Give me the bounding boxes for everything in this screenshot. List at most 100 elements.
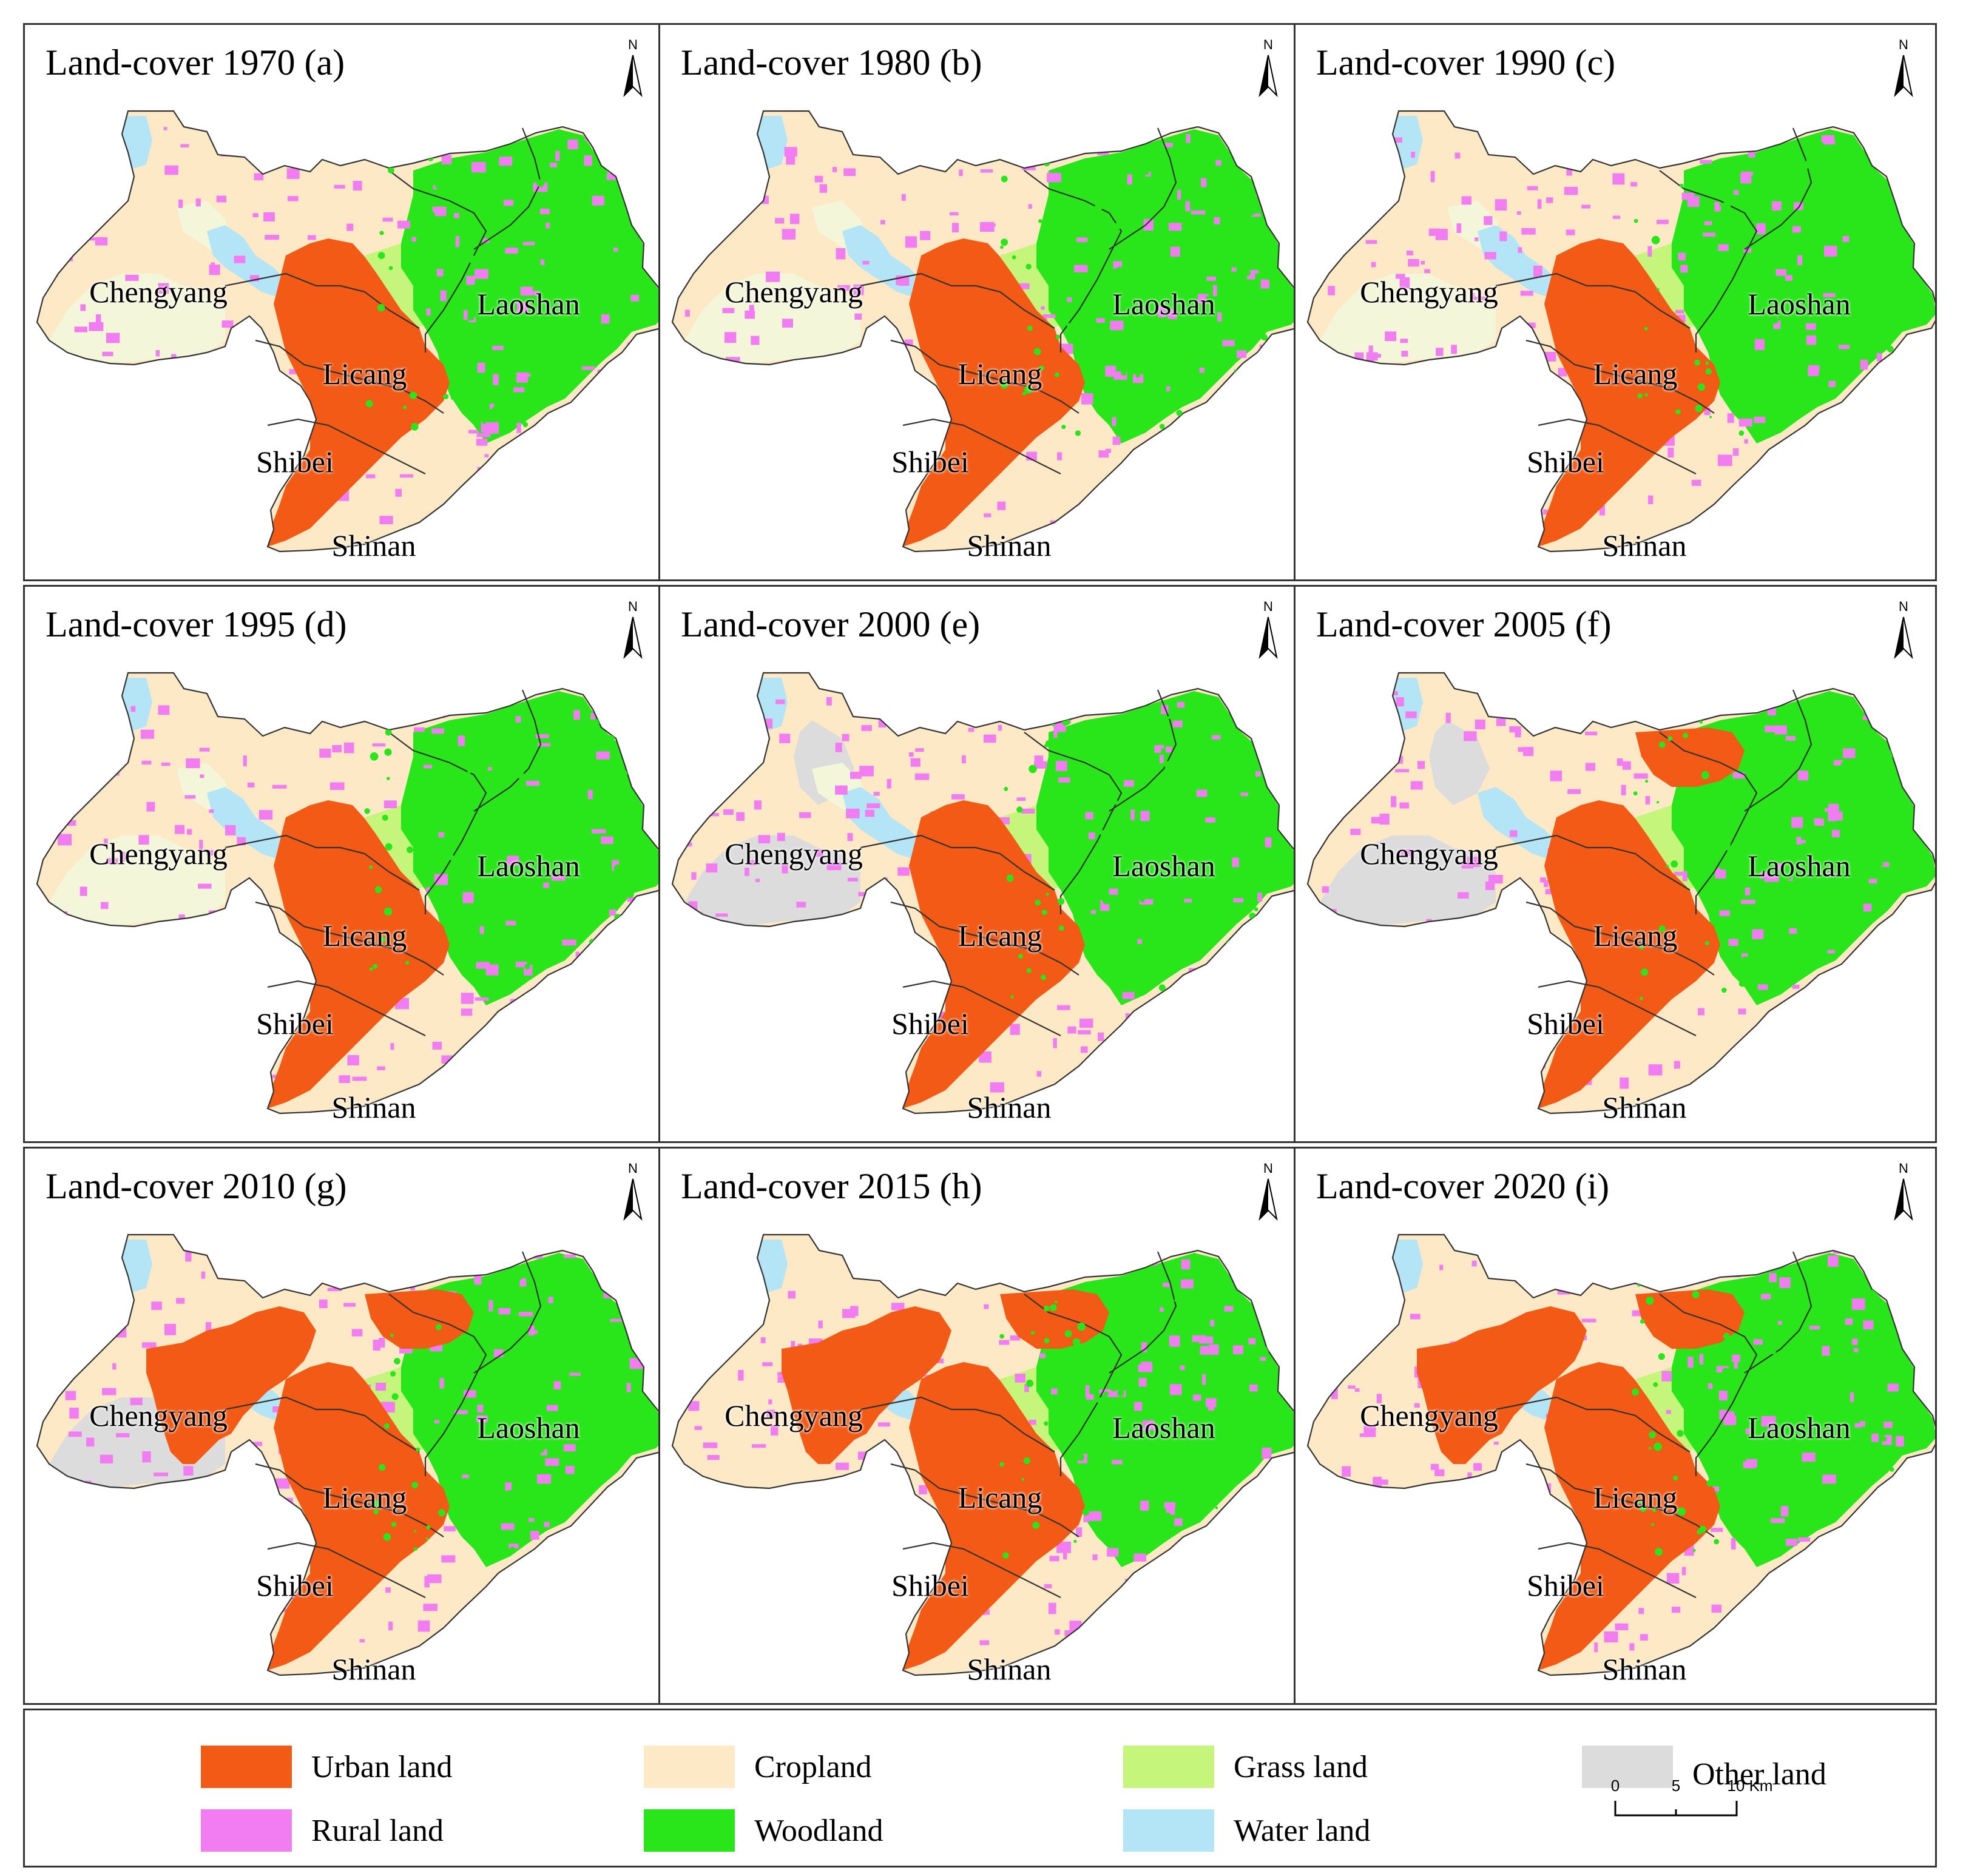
panel-title: Land-cover 1980 (b) xyxy=(681,42,982,83)
district-label-chengyang: Chengyang xyxy=(89,275,228,309)
land-cover-map xyxy=(1306,672,1935,1115)
panel-title: Land-cover 1990 (c) xyxy=(1316,42,1616,83)
woodland-area xyxy=(401,691,664,1005)
north-label: N xyxy=(1899,37,1908,52)
map-panel: Land-cover 2005 (f) N Chengyang Laoshan Lic… xyxy=(1294,585,1937,1143)
land-cover-map xyxy=(671,1233,1300,1676)
district-boundaries xyxy=(1495,689,1812,1036)
land-cover-map xyxy=(1306,1233,1935,1676)
district-label-chengyang: Chengyang xyxy=(1360,1399,1498,1432)
district-boundaries xyxy=(860,127,1177,474)
district-label-licang: Licang xyxy=(1593,1480,1678,1514)
map-panel: Land-cover 2015 (h) N Chengyang Laoshan Lic… xyxy=(658,1147,1302,1705)
north-label: N xyxy=(628,37,638,52)
other-land-area xyxy=(684,835,860,925)
legend-swatch-grass xyxy=(1123,1746,1214,1788)
urban-north xyxy=(1000,1289,1109,1349)
north-arrow-icon: N xyxy=(1890,599,1917,672)
map-panel: Land-cover 1970 (a) N Chengyang Laoshan Lic… xyxy=(23,23,666,581)
woodland-area xyxy=(1036,691,1300,1005)
map-panel: Land-cover 2000 (e) N Chengyang Laoshan Lic… xyxy=(658,585,1302,1143)
district-label-chengyang: Chengyang xyxy=(1360,837,1498,871)
scale-tick-0: 0 xyxy=(1610,1776,1620,1795)
legend-label-cropland: Cropland xyxy=(754,1750,872,1784)
north-arrow-icon: N xyxy=(1255,37,1282,110)
district-label-shibei: Shibei xyxy=(1527,1568,1604,1602)
north-label: N xyxy=(1263,599,1273,614)
other-land-area xyxy=(1320,835,1496,925)
woodland-area xyxy=(1672,1253,1935,1567)
district-label-shinan: Shinan xyxy=(967,1652,1052,1686)
district-boundaries xyxy=(860,689,1177,1036)
district-label-chengyang: Chengyang xyxy=(725,837,863,871)
map-panel: Land-cover 2020 (i) N Chengyang Laoshan Lic… xyxy=(1294,1147,1937,1705)
panel-title: Land-cover 2015 (h) xyxy=(681,1166,982,1206)
legend: Urban land Rural land Cropland Woodland … xyxy=(23,1709,1937,1868)
district-label-shinan: Shinan xyxy=(1602,528,1687,562)
district-label-licang: Licang xyxy=(958,357,1042,391)
district-label-shibei: Shibei xyxy=(891,1568,969,1602)
district-boundaries xyxy=(1495,1251,1812,1598)
legend-label-grass: Grass land xyxy=(1234,1750,1368,1784)
urban-west xyxy=(782,1306,951,1464)
district-label-laoshan: Laoshan xyxy=(1112,1411,1215,1445)
north-arrow-icon: N xyxy=(620,599,646,672)
legend-swatch-other xyxy=(1582,1746,1673,1788)
district-label-chengyang: Chengyang xyxy=(89,1399,228,1432)
region-outline xyxy=(671,110,1300,553)
reclaimed-area xyxy=(49,274,225,363)
district-boundaries xyxy=(225,1251,542,1598)
north-label: N xyxy=(1899,599,1908,614)
water-bay xyxy=(1478,225,1556,298)
district-label-laoshan: Laoshan xyxy=(1748,1411,1851,1445)
reclaimed-area xyxy=(49,835,225,925)
district-label-shibei: Shibei xyxy=(256,1007,334,1041)
land-cover-map xyxy=(36,110,664,553)
scale-bar-line xyxy=(1614,1801,1738,1817)
figure: Land-cover 1970 (a) N Chengyang Laoshan Lic… xyxy=(23,23,1937,1869)
urban-core xyxy=(903,1362,1085,1670)
water-bay xyxy=(842,787,921,860)
legend-swatch-urban xyxy=(201,1746,292,1788)
district-boundaries xyxy=(1495,127,1812,474)
district-label-shinan: Shinan xyxy=(331,1652,416,1686)
woodland-area xyxy=(401,129,664,444)
map-panel: Land-cover 1980 (b) N Chengyang Laoshan Lic… xyxy=(658,23,1302,581)
district-label-shinan: Shinan xyxy=(967,1090,1052,1124)
panel-title: Land-cover 1970 (a) xyxy=(46,42,345,83)
district-label-chengyang: Chengyang xyxy=(89,837,228,871)
district-label-licang: Licang xyxy=(1593,919,1678,953)
north-arrow-icon: N xyxy=(1890,37,1917,110)
district-boundaries xyxy=(860,1251,1177,1598)
legend-label-urban: Urban land xyxy=(311,1750,453,1784)
land-cover-map xyxy=(1306,110,1935,553)
north-label: N xyxy=(628,599,638,614)
legend-swatch-rural xyxy=(201,1809,292,1852)
panel-title: Land-cover 2000 (e) xyxy=(681,604,981,644)
region-outline xyxy=(1306,672,1935,1115)
map-panel: Land-cover 1990 (c) N Chengyang Laoshan Lic… xyxy=(1294,23,1937,581)
north-label: N xyxy=(1263,1161,1273,1176)
panel-title: Land-cover 2010 (g) xyxy=(46,1166,347,1206)
woodland-area xyxy=(1672,691,1935,1005)
urban-west xyxy=(1417,1306,1587,1464)
district-label-shibei: Shibei xyxy=(891,1007,969,1041)
scale-tick-10: 10 Km xyxy=(1727,1776,1773,1795)
urban-core xyxy=(903,238,1085,547)
region-outline xyxy=(36,110,664,553)
urban-core xyxy=(1538,1362,1720,1670)
district-label-licang: Licang xyxy=(958,1480,1042,1514)
woodland-speckles xyxy=(1004,714,1280,999)
legend-swatch-water xyxy=(1123,1809,1214,1852)
panel-title: Land-cover 2005 (f) xyxy=(1316,604,1612,644)
district-label-laoshan: Laoshan xyxy=(1112,287,1215,321)
district-label-licang: Licang xyxy=(322,919,407,953)
north-arrow-icon: N xyxy=(620,37,646,110)
water-bay xyxy=(1478,787,1556,860)
legend-label-water: Water land xyxy=(1234,1814,1371,1848)
woodland-speckles xyxy=(1633,714,1913,1000)
water-bay xyxy=(207,787,286,860)
urban-core xyxy=(268,800,450,1108)
district-label-laoshan: Laoshan xyxy=(477,1411,580,1445)
scale-bar: 0 5 10 Km xyxy=(1591,1776,1809,1861)
